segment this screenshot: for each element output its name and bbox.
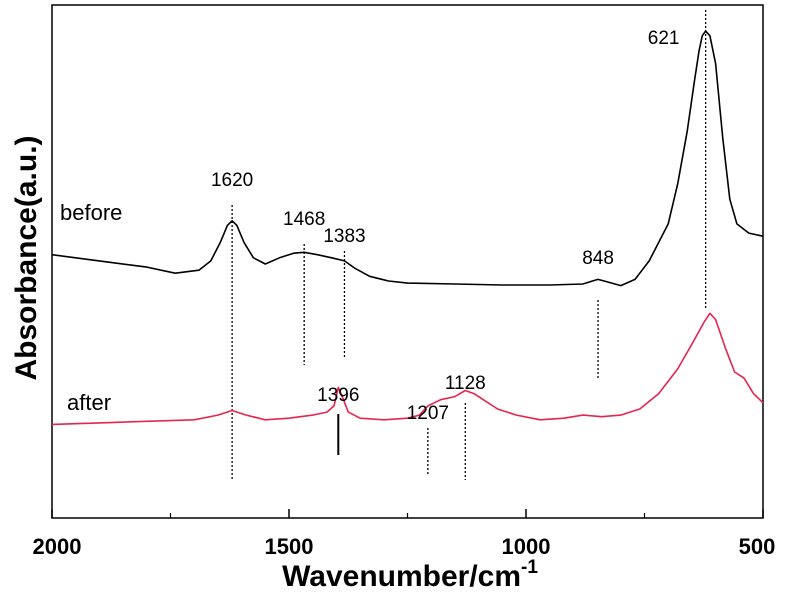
series-label-after: after [67,390,111,415]
annotation-label-621: 621 [648,28,680,49]
x-tick-label-500: 500 [739,534,776,559]
x-axis-title-superscript: -1 [521,557,538,578]
annotation-label-1383: 1383 [323,226,365,247]
annotation-label-1207: 1207 [407,403,449,424]
series-line-before [51,30,764,287]
x-tick-label-1000: 1000 [502,534,551,559]
annotation-label-848: 848 [582,248,614,269]
series-label-before: before [60,200,122,225]
x-axis-title: Wavenumber/cm-1 [282,557,538,593]
y-axis-title: Absorbance(a.u.) [10,135,43,380]
x-axis-tick-labels: 2000 1500 1000 500 [33,534,776,559]
series-labels: before after [60,200,122,415]
x-tick-label-1500: 1500 [265,534,314,559]
plot-area-frame [51,4,764,519]
x-axis-ticks [51,509,764,518]
annotation-label-1128: 1128 [445,373,486,394]
series-lines [51,30,764,426]
x-axis-title-main: Wavenumber/cm [282,560,521,593]
annotation-label-1620: 1620 [211,170,253,191]
x-tick-label-2000: 2000 [33,534,82,559]
series-line-after [51,312,764,426]
annotation-lines [231,10,707,480]
annotation-label-1468: 1468 [283,209,325,230]
annotation-label-1396: 1396 [317,385,359,406]
